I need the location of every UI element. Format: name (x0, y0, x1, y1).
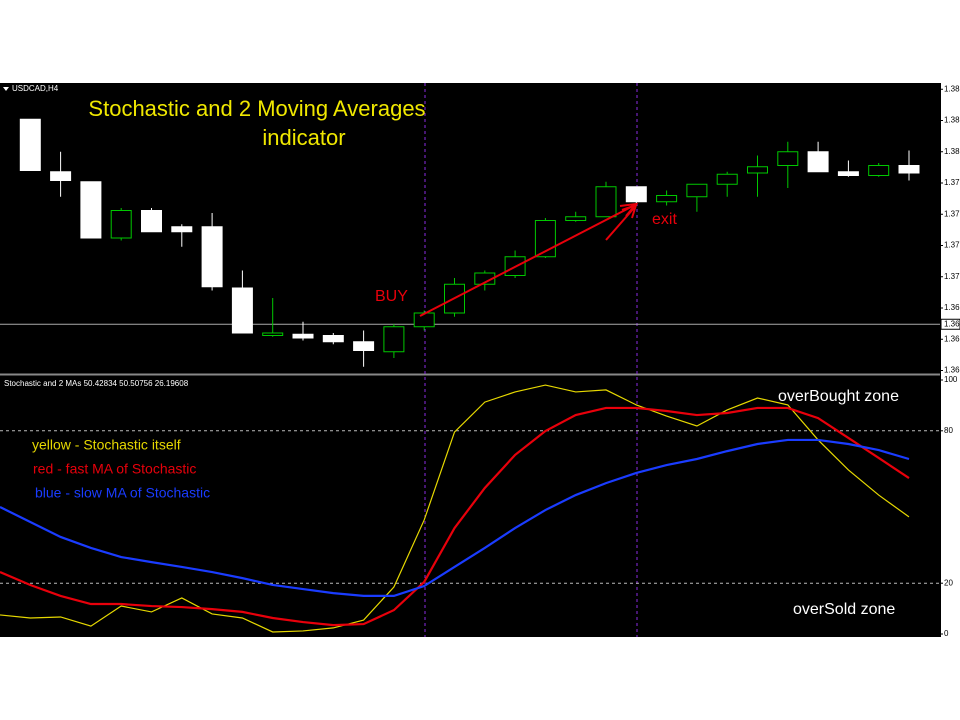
candle-body (868, 165, 890, 176)
series-line (0, 438, 910, 597)
y-tick-label: 1.37 (944, 209, 960, 218)
candle-body (777, 151, 799, 166)
candle-body (807, 151, 829, 173)
candle-body (322, 335, 344, 343)
y-tick-label: 1.38 (944, 84, 960, 93)
headline: Stochastic and 2 Moving Averages (88, 96, 425, 121)
candle-body (413, 312, 435, 328)
candle-body (686, 183, 708, 198)
y-tick-label: 20 (944, 578, 953, 587)
legend-entry: red - fast MA of Stochastic (33, 461, 196, 477)
y-tick-label: 1.38 (944, 147, 960, 156)
candle-body (383, 326, 405, 353)
arrow-head (621, 203, 638, 219)
candle-body (565, 216, 587, 221)
candle-body (595, 186, 617, 218)
candle-body (110, 210, 132, 239)
y-tick-label: 1.37 (944, 241, 960, 250)
dropdown-icon (3, 87, 9, 91)
chart-background (0, 83, 940, 637)
arrow (605, 207, 635, 241)
y-tick-label: 1.36 (944, 366, 960, 375)
candle-body (716, 173, 738, 185)
series-line (0, 406, 910, 627)
symbol-title: USDCAD,H4 (12, 84, 59, 93)
candle-body (656, 195, 678, 203)
y-tick-label: 1.36 (944, 334, 960, 343)
candle-body (292, 333, 314, 339)
oversold-label: overSold zone (793, 601, 895, 618)
legend-entry: blue - slow MA of Stochastic (35, 485, 210, 501)
y-tick-label: 1.37 (944, 272, 960, 281)
indicator-title: Stochastic and 2 MAs 50.42834 50.50756 2… (4, 379, 189, 388)
buy-label: BUY (375, 288, 408, 305)
legend-entry: yellow - Stochastic itself (32, 437, 181, 453)
candle-body (50, 171, 72, 181)
price-label: 1.36 (944, 319, 960, 328)
arrow (419, 205, 634, 317)
y-tick-label: 0 (944, 629, 949, 638)
candle-body (353, 341, 375, 351)
arrows (419, 202, 639, 317)
candle-body (80, 181, 102, 239)
candle-body (747, 166, 768, 174)
exit-label: exit (652, 211, 677, 228)
candle-body (898, 165, 920, 174)
candle-body (171, 226, 193, 233)
candle-body (141, 210, 162, 233)
candle-body (231, 287, 253, 334)
candle-body (262, 332, 284, 336)
overbought-label: overBought zone (778, 388, 899, 405)
headline: indicator (262, 125, 345, 150)
candle-body (474, 272, 496, 285)
y-tick-label: 1.37 (944, 178, 960, 187)
y-tick-label: 1.36 (944, 303, 960, 312)
series-line (0, 384, 910, 633)
candle-body (19, 118, 41, 171)
y-tick-label: 1.38 (944, 116, 960, 125)
price-box (940, 318, 960, 330)
candle-body (837, 171, 859, 176)
candle-body (625, 186, 647, 203)
y-tick-label: 80 (944, 426, 953, 435)
y-tick-label: 100 (944, 375, 958, 384)
candle-body (201, 226, 223, 288)
